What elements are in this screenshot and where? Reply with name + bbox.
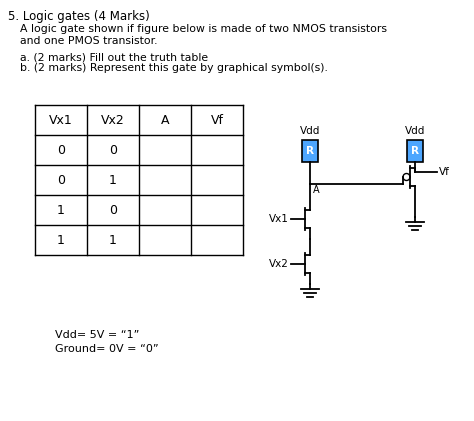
Text: Vf: Vf xyxy=(439,167,450,177)
Text: A: A xyxy=(313,185,319,195)
Text: A: A xyxy=(161,114,169,126)
Text: 1: 1 xyxy=(109,234,117,247)
Text: Vx1: Vx1 xyxy=(269,214,289,224)
Text: 1: 1 xyxy=(109,173,117,187)
Text: R: R xyxy=(306,146,314,156)
Text: R: R xyxy=(411,146,419,156)
Text: and one PMOS transistor.: and one PMOS transistor. xyxy=(20,36,157,46)
Text: 1: 1 xyxy=(57,234,65,247)
Bar xyxy=(407,140,423,162)
Text: Vdd= 5V = “1”: Vdd= 5V = “1” xyxy=(55,330,139,340)
Text: b. (2 marks) Represent this gate by graphical symbol(s).: b. (2 marks) Represent this gate by grap… xyxy=(20,63,328,73)
Text: Vx1: Vx1 xyxy=(49,114,73,126)
Text: 0: 0 xyxy=(109,203,117,216)
Text: Vx2: Vx2 xyxy=(269,259,289,269)
Text: Vdd: Vdd xyxy=(300,126,320,136)
Text: a. (2 marks) Fill out the truth table: a. (2 marks) Fill out the truth table xyxy=(20,52,208,62)
Text: 0: 0 xyxy=(109,144,117,157)
Text: 5. Logic gates (4 Marks): 5. Logic gates (4 Marks) xyxy=(8,10,150,23)
Text: 0: 0 xyxy=(57,144,65,157)
Text: 1: 1 xyxy=(57,203,65,216)
Text: Vf: Vf xyxy=(210,114,224,126)
Text: Vdd: Vdd xyxy=(405,126,425,136)
Text: Ground= 0V = “0”: Ground= 0V = “0” xyxy=(55,344,159,354)
Text: A logic gate shown if figure below is made of two NMOS transistors: A logic gate shown if figure below is ma… xyxy=(20,24,387,34)
Text: Vx2: Vx2 xyxy=(101,114,125,126)
Text: 0: 0 xyxy=(57,173,65,187)
Bar xyxy=(302,140,318,162)
